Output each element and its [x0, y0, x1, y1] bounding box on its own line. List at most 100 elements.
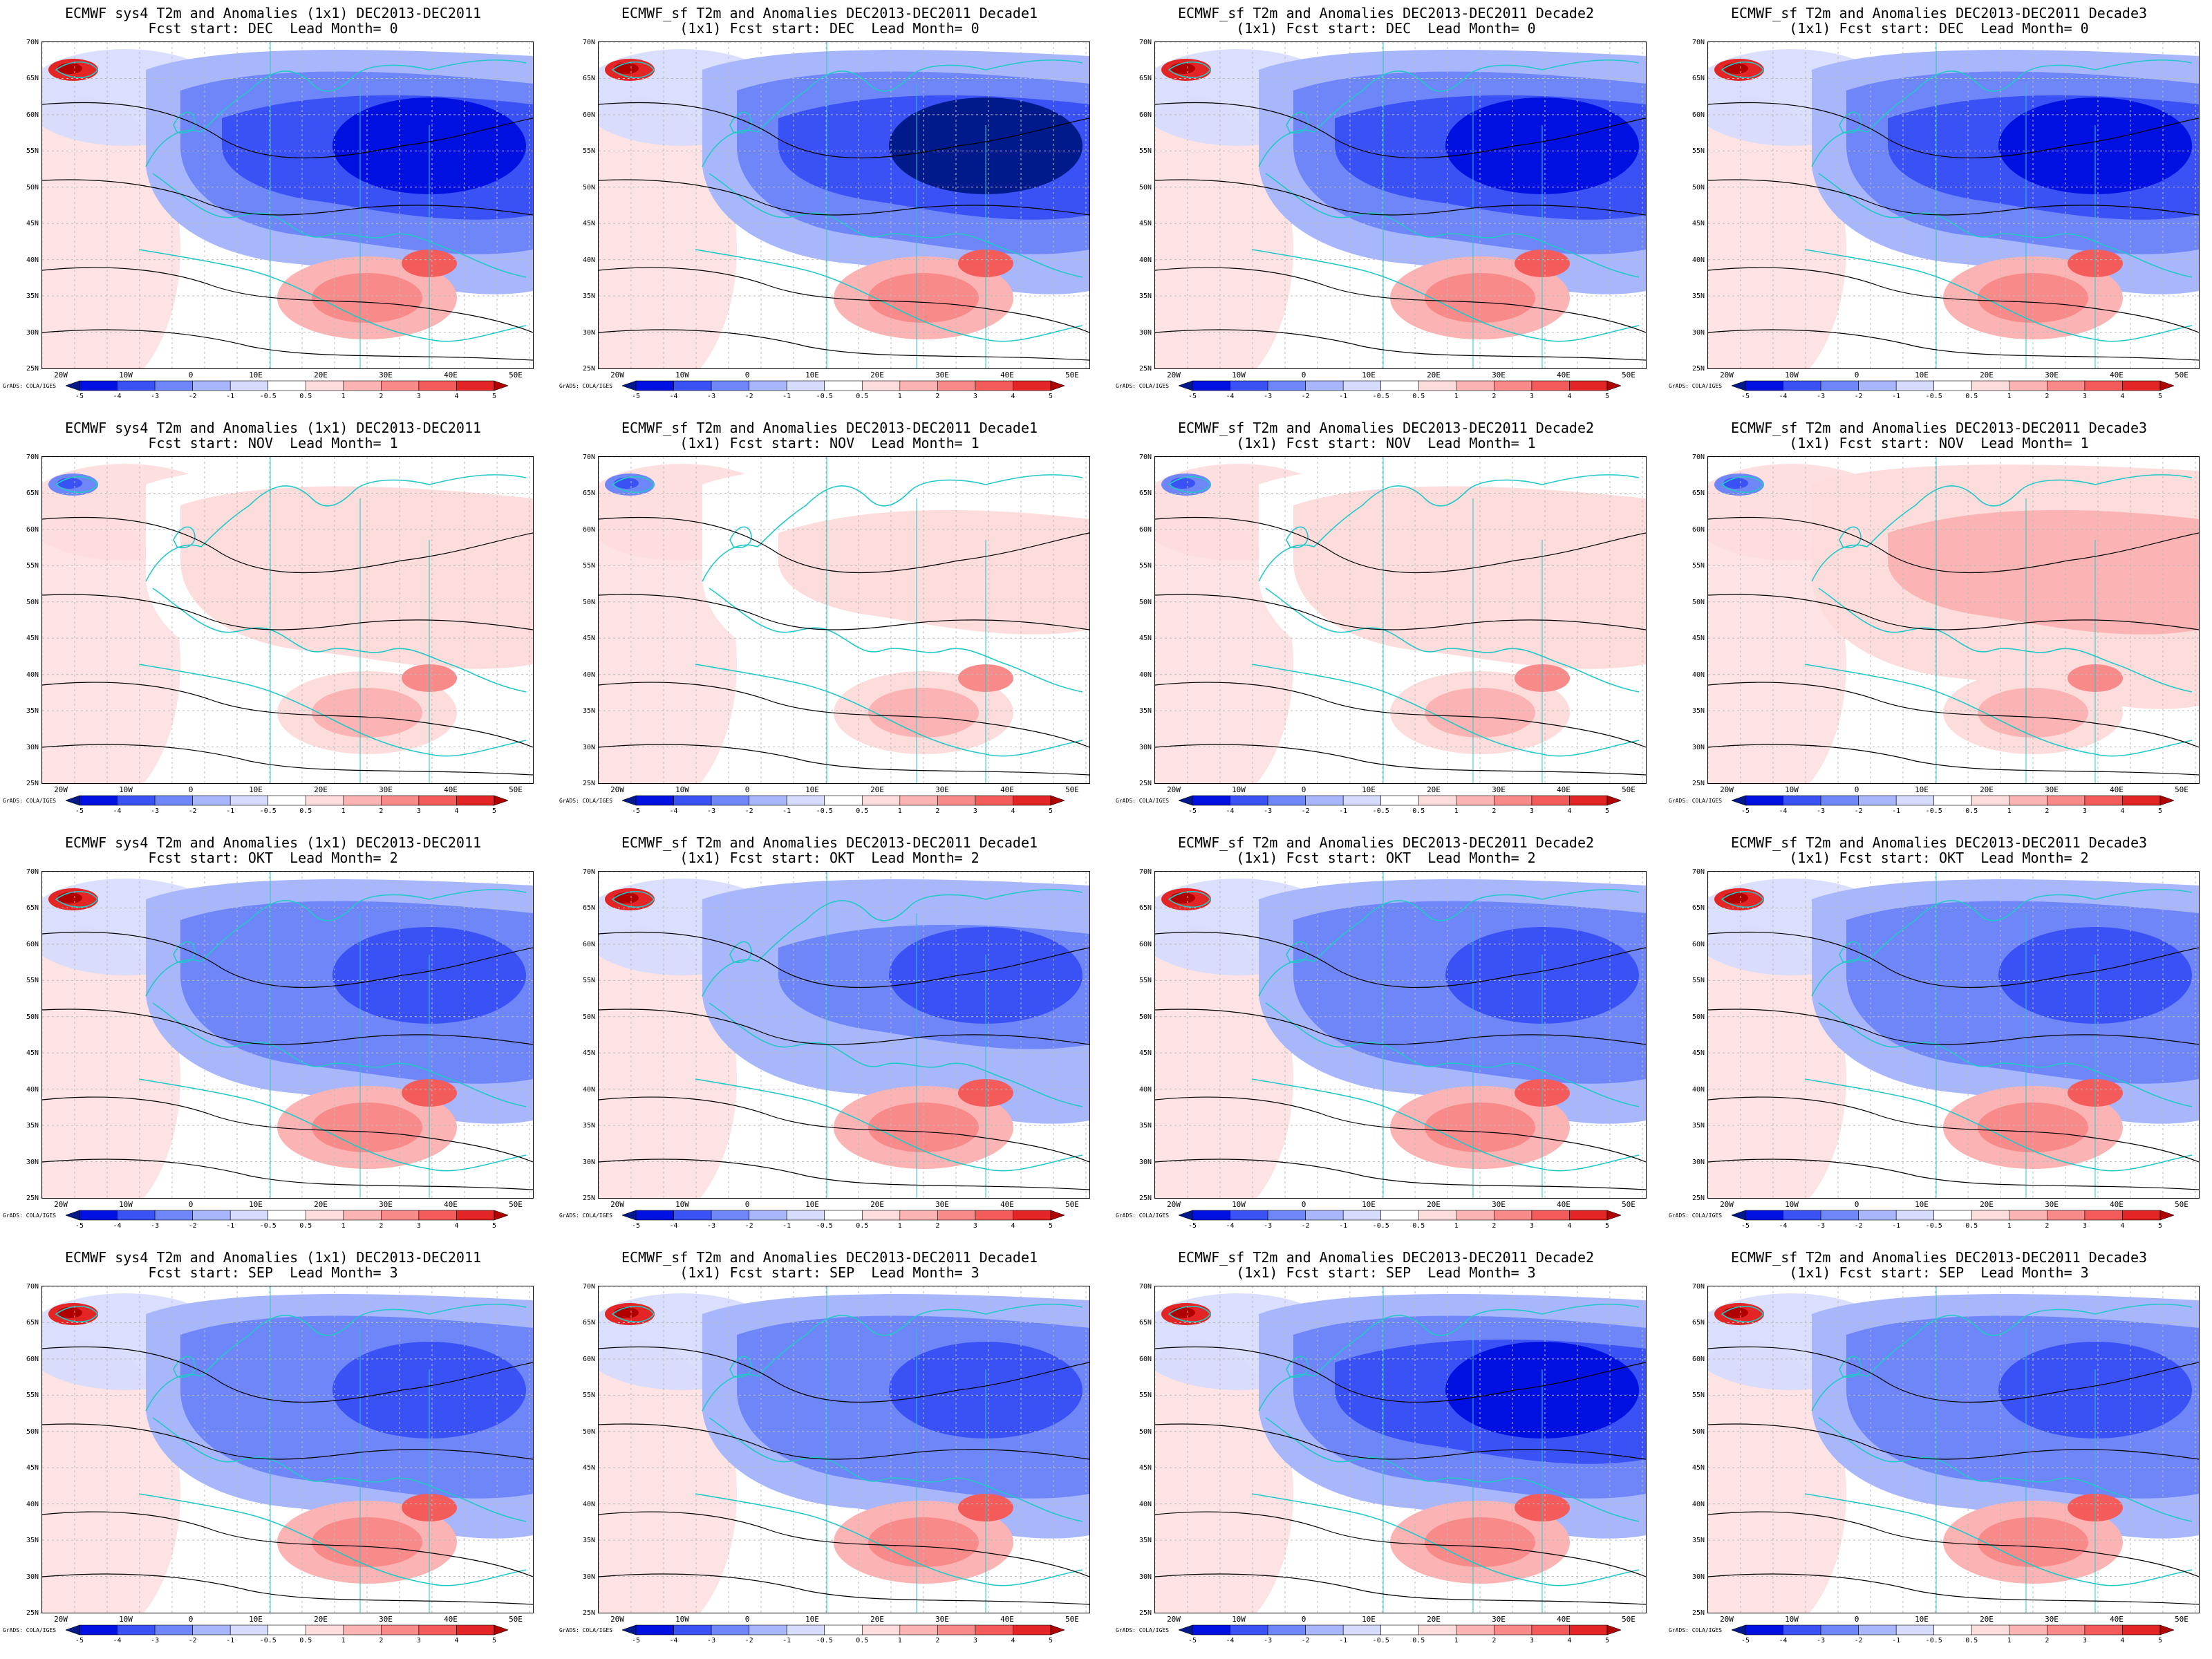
latitude-label: 30N [26, 1158, 39, 1166]
colorbar-tick-label: -4 [669, 1637, 678, 1644]
colorbar-tick-label: -1 [226, 1637, 235, 1644]
longitude-label: 50E [1622, 371, 1635, 379]
colorbar-tick-label: -4 [113, 1222, 122, 1230]
longitude-label: 20W [1167, 1200, 1181, 1209]
colorbar-tick-label: 2 [935, 807, 940, 815]
latitude-label: 60N [582, 940, 595, 948]
latitude-label: 50N [26, 1013, 39, 1021]
colorbar-tick-label: -3 [1817, 807, 1826, 815]
latitude-label: 55N [1138, 977, 1152, 985]
longitude-label: 20W [1720, 785, 1734, 794]
colorbar-tick-label: 0.5 [856, 393, 869, 400]
longitude-label: 10W [119, 1615, 133, 1624]
longitude-label: 10W [1785, 785, 1799, 794]
latitude-label: 40N [1138, 256, 1152, 264]
colorbar-tick-label: 1 [1454, 807, 1459, 815]
latitude-label: 65N [1138, 75, 1152, 83]
colorbar-tick-label: 5 [1604, 807, 1610, 815]
longitude-label: 40E [2110, 1615, 2124, 1624]
latitude-label: 50N [582, 1427, 595, 1436]
colorbar-tick-label: 1 [2007, 1637, 2012, 1644]
latitude-label: 30N [582, 1158, 595, 1166]
map-panel: ECMWF sys4 T2m and Anomalies (1x1) DEC20… [0, 416, 546, 827]
longitude-label: 20E [1980, 785, 1994, 794]
longitude-label: 30E [2045, 371, 2059, 379]
longitude-label: 10W [675, 371, 689, 379]
colorbar-tick-label: 2 [1492, 1222, 1497, 1230]
longitude-label: 50E [509, 371, 523, 379]
colorbar-tick-label: -1 [782, 807, 791, 815]
colorbar-tick-label: -2 [188, 1222, 197, 1230]
longitude-label: 50E [1065, 1200, 1079, 1209]
panel-title: ECMWF sys4 T2m and Anomalies (1x1) DEC20… [64, 5, 482, 21]
colorbar-tick-label: 2 [935, 1222, 940, 1230]
longitude-label: 30E [935, 785, 949, 794]
latitude-label: 65N [1138, 1319, 1152, 1327]
latitude-label: 70N [582, 868, 595, 876]
longitude-label: 40E [444, 785, 458, 794]
colorbar-tick-label: -2 [1301, 393, 1310, 400]
longitude-label: 10W [1232, 1200, 1246, 1209]
longitude-label: 40E [2110, 785, 2124, 794]
anomaly-map [1707, 871, 2200, 1199]
colorbar-tick-label: 4 [1011, 1637, 1015, 1644]
latitude-label: 35N [26, 1537, 39, 1545]
longitude-label: 20W [610, 785, 624, 794]
colorbar-tick-label: 2 [1492, 1637, 1497, 1644]
latitude-label: 35N [26, 1122, 39, 1130]
colorbar-tick-label: -5 [1741, 1637, 1750, 1644]
colorbar-tick-label: -3 [707, 807, 716, 815]
longitude-label: 10E [249, 1615, 263, 1624]
longitude-label: 0 [744, 1200, 750, 1209]
longitude-label: 10E [249, 371, 263, 379]
colorbar-tick-label: -0.5 [816, 1222, 833, 1230]
colorbar-tick-label: -5 [75, 1222, 84, 1230]
colorbar-tick-label: 0.5 [1965, 1637, 1978, 1644]
latitude-label: 60N [1138, 111, 1152, 119]
longitude-label: 10E [249, 785, 263, 794]
panel-subtitle: (1x1) Fcst start: NOV Lead Month= 1 [1789, 435, 2089, 451]
longitude-label: 50E [1622, 1200, 1635, 1209]
grads-credit: GrADS: COLA/IGES [3, 1627, 57, 1633]
colorbar-tick-label: -0.5 [1925, 1222, 1942, 1230]
colorbar-tick-label: -2 [188, 1637, 197, 1644]
colorbar-tick-label: 5 [1048, 393, 1053, 400]
colorbar [66, 380, 508, 391]
latitude-label: 60N [1691, 940, 1705, 948]
longitude-label: 40E [444, 1615, 458, 1624]
grads-credit: GrADS: COLA/IGES [1669, 798, 1723, 804]
latitude-label: 70N [1138, 39, 1152, 46]
map-panel: ECMWF_sf T2m and Anomalies DEC2013-DEC20… [1666, 1246, 2212, 1657]
colorbar-tick-label: 0.5 [1965, 393, 1978, 400]
longitude-label: 30E [379, 371, 393, 379]
anomaly-map [1707, 41, 2200, 369]
colorbar-tick-label: 1 [2007, 1222, 2012, 1230]
latitude-label: 65N [26, 1319, 39, 1327]
latitude-label: 35N [1691, 1537, 1705, 1545]
map-panel: ECMWF_sf T2m and Anomalies DEC2013-DEC20… [556, 1246, 1103, 1657]
colorbar-tick-label: -1 [1892, 393, 1901, 400]
latitude-label: 45N [1138, 1049, 1152, 1058]
latitude-label: 45N [582, 635, 595, 643]
colorbar-tick-label: -5 [1188, 807, 1197, 815]
longitude-label: 20E [1980, 1615, 1994, 1624]
latitude-label: 30N [1138, 1573, 1152, 1581]
colorbar-tick-label: 0.5 [1412, 1637, 1425, 1644]
latitude-label: 70N [26, 1283, 39, 1291]
latitude-label: 45N [1138, 1464, 1152, 1472]
colorbar-tick-label: -0.5 [259, 807, 276, 815]
longitude-label: 30E [2045, 785, 2059, 794]
colorbar-tick-label: 3 [2082, 1637, 2087, 1644]
longitude-label: 20W [54, 1200, 68, 1209]
latitude-label: 35N [582, 1537, 595, 1545]
anomaly-map [41, 456, 534, 784]
longitude-label: 30E [1492, 1200, 1506, 1209]
map-panel: ECMWF_sf T2m and Anomalies DEC2013-DEC20… [1666, 416, 2212, 827]
latitude-label: 30N [26, 743, 39, 751]
latitude-label: 50N [26, 598, 39, 606]
colorbar-tick-label: 2 [1492, 393, 1497, 400]
colorbar-tick-label: -4 [113, 807, 122, 815]
colorbar-tick-label: -1 [782, 1637, 791, 1644]
colorbar-tick-label: 4 [454, 807, 459, 815]
latitude-label: 45N [1691, 1464, 1705, 1472]
